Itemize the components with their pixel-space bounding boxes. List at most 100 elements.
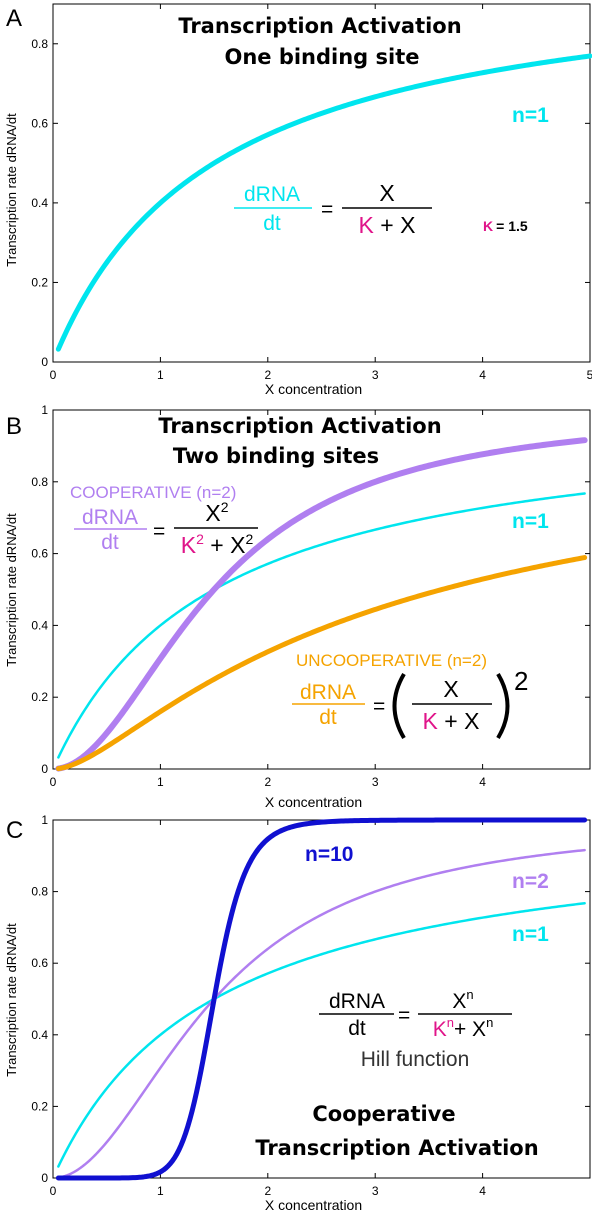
equation-c-lhs-numerator: dRNA [329, 990, 385, 1013]
panel-b-axes: 0 1 2 3 4 0 0.2 0.4 0.6 0.8 1 X concentration Transc… [4, 403, 591, 810]
panel-c-curve-n-1 [57, 902, 586, 1168]
panel-b-curve-n-1 [57, 492, 586, 759]
panel-a-y-tick-label: 0.8 [31, 37, 48, 51]
panel-a-y-tick-label: 0.6 [31, 116, 48, 130]
equation-b-coop-rhs-numerator: X2 [205, 499, 228, 526]
panel-b-y-tick-label: 0.6 [31, 547, 48, 561]
panel-c-x-axis-label: X concentration [265, 1197, 362, 1213]
equation-a-rhs-numerator: X [379, 180, 394, 206]
panel-c-y-tick-label: 0.8 [31, 885, 48, 899]
panel-b-curve-uncooperative-n-2 [55, 555, 588, 772]
panel-c-x-tick-label: 1 [157, 1184, 164, 1198]
panel-b-x-tick-label: 1 [157, 775, 164, 789]
panel-c-y-tick-label: 0 [41, 1171, 48, 1185]
panel-a-y-tick-label: 0.4 [31, 196, 48, 210]
panel-b-x-tick-label: 0 [50, 775, 57, 789]
equation-c-caption: Hill function [361, 1048, 470, 1071]
equation-a-equals: = [321, 198, 333, 221]
panel-c-letter: C [6, 817, 23, 844]
panel-c-x-tick-label: 3 [372, 1184, 379, 1198]
panel-b-series-label-n1: n=1 [512, 510, 549, 533]
panel-b-y-axis-label: Transcription rate dRNA/dt [4, 513, 19, 667]
equation-b-coop-lhs-denominator: dt [101, 531, 119, 554]
equation-b-uncoop-rhs-denominator: K + X [423, 708, 480, 734]
panel-a-curves [55, 53, 592, 352]
panel-b-axes-box [52, 409, 591, 770]
panel-c-equation: dRNA dt = Xn Kn+ Xn Hill function [319, 987, 512, 1071]
panel-c-y-tick-label: 0.4 [31, 1028, 48, 1042]
panel-b-y-tick-label: 0.4 [31, 618, 48, 632]
panel-c-series-label-n2: n=2 [512, 870, 549, 893]
panel-a-k-value: K = 1.5 [483, 218, 528, 234]
panel-b-x-tick-label: 3 [372, 775, 379, 789]
panel-a-equation: dRNA dt = X K + X [234, 180, 432, 238]
equation-a-lhs-denominator: dt [263, 212, 281, 235]
panel-b-title-line1: Transcription Activation [158, 414, 441, 438]
equation-b-uncoop-right-paren [496, 672, 510, 740]
panel-a-letter: A [6, 5, 22, 32]
equation-c-rhs-numerator: Xn [452, 987, 473, 1013]
equation-c-rhs-denominator: Kn+ Xn [433, 1015, 494, 1041]
panel-a-x-tick-label: 0 [50, 368, 57, 382]
panel-b-series-label-cooperative: COOPERATIVE (n=2) [70, 483, 236, 502]
panel-b-y-tick-label: 0 [41, 762, 48, 776]
equation-b-uncoop-lhs-numerator: dRNA [300, 681, 356, 704]
panel-a-y-axis-label: Transcription rate dRNA/dt [4, 113, 19, 267]
panel-b-uncooperative-equation: dRNA dt = X K + X 2 [292, 666, 528, 740]
panel-b-curve-cooperative-n-2 [55, 437, 588, 772]
panel-c-y-axis-label: Transcription rate dRNA/dt [4, 923, 19, 1077]
panel-b-letter: B [6, 413, 22, 440]
panel-a-axes: 0 1 2 3 4 5 0 0.2 0.4 0.6 0.8 X concentration Transc… [4, 3, 592, 397]
panel-b-y-tick-label: 0.2 [31, 690, 48, 704]
equation-a-rhs-denominator: K + X [359, 212, 416, 238]
panel-a: A 0 1 2 3 4 5 0 0.2 0.4 0.6 0.8 X concentration Tran… [4, 3, 592, 397]
panel-b-title-line2: Two binding sites [173, 444, 379, 468]
panel-a-y-tick-label: 0.2 [31, 275, 48, 289]
panel-a-curve-n-1 [55, 53, 592, 352]
equation-b-uncoop-equals: = [373, 695, 385, 718]
panel-a-x-tick-label: 2 [264, 368, 271, 382]
panel-a-x-tick-label: 4 [479, 368, 486, 382]
equation-c-equals: = [398, 1004, 410, 1027]
panel-c-curve-n-10 [55, 817, 588, 1181]
panel-a-x-tick-label: 1 [157, 368, 164, 382]
panel-c: C 0 1 2 3 4 0 0.2 0.4 0.6 0.8 1 X concentration Tran… [4, 813, 591, 1213]
equation-a-lhs-numerator: dRNA [244, 183, 300, 206]
panel-a-series-label-n1: n=1 [512, 104, 549, 127]
panel-b-y-tick-label: 0.8 [31, 475, 48, 489]
equation-b-coop-equals: = [153, 520, 165, 543]
panel-a-axes-box [52, 3, 591, 363]
equation-c-lhs-denominator: dt [348, 1017, 366, 1040]
panel-a-y-tick-label: 0 [41, 355, 48, 369]
panel-c-y-tick-label: 0.6 [31, 956, 48, 970]
panel-b-curves [55, 437, 588, 772]
panel-b-series-label-uncooperative: UNCOOPERATIVE (n=2) [296, 651, 487, 670]
equation-b-uncoop-left-paren [392, 672, 406, 740]
panel-a-x-axis-label: X concentration [265, 381, 362, 397]
panel-b-x-axis-label: X concentration [265, 794, 362, 810]
panel-b: B 0 1 2 3 4 0 0.2 0.4 0.6 0.8 1 X concentration Tran… [4, 403, 591, 810]
panel-a-x-tick-label: 5 [587, 368, 592, 382]
equation-b-uncoop-lhs-denominator: dt [319, 706, 337, 729]
panel-a-title-line1: Transcription Activation [178, 14, 461, 38]
panel-b-y-tick-label: 1 [41, 403, 48, 417]
panel-c-x-tick-label: 0 [50, 1184, 57, 1198]
panel-b-cooperative-equation: dRNA dt = X2 K2 + X2 [74, 499, 258, 558]
panel-c-x-tick-label: 4 [479, 1184, 486, 1198]
panel-b-x-tick-label: 4 [479, 775, 486, 789]
equation-b-coop-rhs-denominator: K2 + X2 [181, 531, 254, 558]
panel-b-x-tick-label: 2 [264, 775, 271, 789]
equation-b-uncoop-rhs-numerator: X [443, 676, 458, 702]
panel-a-x-tick-label: 3 [372, 368, 379, 382]
panel-c-series-label-n10: n=10 [305, 843, 353, 866]
equation-b-coop-lhs-numerator: dRNA [82, 506, 138, 529]
panel-c-y-tick-label: 0.2 [31, 1099, 48, 1113]
panel-c-x-tick-label: 2 [264, 1184, 271, 1198]
panel-c-curves [55, 817, 588, 1181]
panel-c-series-label-n1: n=1 [512, 923, 549, 946]
panel-c-y-tick-label: 1 [41, 813, 48, 827]
panel-a-title-line2: One binding site [224, 45, 419, 69]
equation-b-uncoop-outer-exponent: 2 [514, 666, 528, 696]
panel-c-title-line2: Transcription Activation [255, 1136, 538, 1160]
